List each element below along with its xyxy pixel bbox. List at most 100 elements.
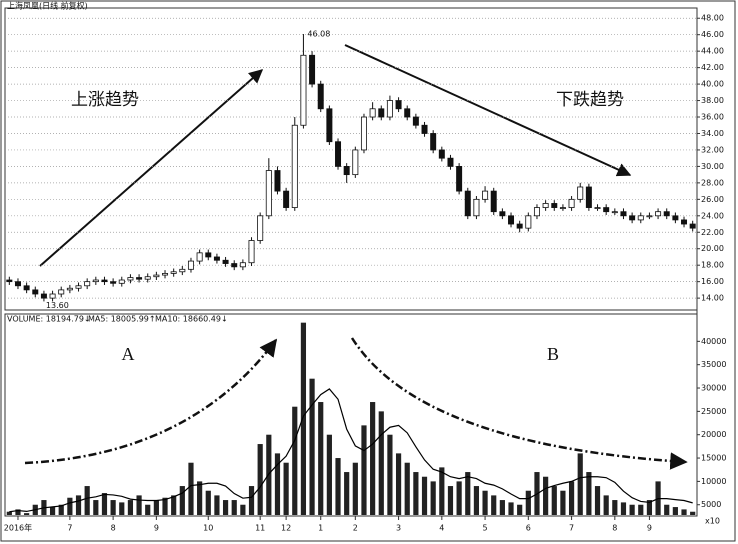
volume-legend: MA5: 18005.99↑ [88, 315, 156, 324]
y-tick-label: 20000 [701, 430, 726, 439]
y-tick-label: 25000 [701, 407, 726, 416]
volume-bar [344, 472, 350, 515]
volume-bar [508, 502, 514, 515]
candle-body [369, 108, 376, 118]
volume-legend: VOLUME: 18194.79↓ [7, 315, 91, 324]
candle-body [326, 108, 333, 143]
volume-bar [257, 444, 263, 515]
y-tick-label: 36.00 [701, 113, 724, 122]
chart-title: 上海凤凰(日线 前复权) [7, 1, 88, 11]
candle-body [118, 279, 125, 284]
candle-body [187, 260, 194, 270]
volume-bar [482, 490, 488, 515]
candle-body [585, 186, 592, 208]
volume-bar [162, 497, 168, 515]
volume-bar [58, 504, 64, 515]
candle-body [464, 190, 471, 217]
candle-body [395, 100, 402, 110]
y-tick-label: 40.00 [701, 80, 724, 89]
volume-bar [612, 500, 618, 515]
y-tick-label: 22.00 [701, 228, 724, 237]
y-tick-label: 15000 [701, 454, 726, 463]
y-tick-label: 14.00 [701, 294, 724, 303]
volume-bar [49, 507, 56, 515]
candle-body [386, 100, 393, 118]
y-tick-label: 30000 [701, 384, 726, 393]
candle-body [49, 293, 56, 299]
candle-body [291, 124, 298, 208]
candle-body [179, 268, 186, 273]
y-tick-label: 30.00 [701, 162, 724, 171]
candle-body [568, 198, 575, 208]
volume-bar [205, 490, 211, 515]
y-tick-label: 26.00 [701, 195, 724, 204]
candle-body [239, 262, 246, 268]
volume-bar [638, 504, 644, 515]
volume-bar [620, 502, 627, 515]
candle-body [516, 223, 523, 229]
candle-body [430, 133, 437, 151]
volume-bar [231, 500, 237, 515]
candle-body [317, 83, 324, 110]
volume-bar [629, 504, 635, 515]
candle-body [58, 289, 65, 295]
candle-body [421, 124, 428, 134]
volume-bar [119, 502, 125, 515]
y-tick-label: 34.00 [701, 129, 724, 138]
candle-body [360, 116, 367, 151]
candle-body [153, 274, 160, 278]
min-label: 13.60 [46, 301, 69, 310]
y-tick-label: 42.00 [701, 63, 724, 72]
candle-body [222, 259, 229, 264]
x-tick-label: 6 [526, 524, 531, 533]
volume-bar [15, 509, 21, 515]
candle-body [274, 170, 281, 192]
volume-bar [222, 500, 229, 515]
candle-body [343, 166, 350, 176]
candle-body [101, 279, 108, 283]
volume-bar [214, 495, 220, 515]
candle-body [447, 157, 454, 167]
y-tick-label: 40000 [701, 337, 726, 346]
volume-bar [101, 493, 108, 515]
candle-body [655, 211, 662, 217]
volume-bar [24, 513, 30, 515]
candle-body [482, 190, 489, 200]
volume-bar [145, 504, 151, 515]
volume-bar [179, 486, 185, 515]
volume-bar [75, 495, 82, 515]
candle-body [66, 287, 73, 291]
volume-bar [370, 402, 376, 515]
volume-bar [283, 462, 289, 515]
volume-bar [551, 486, 557, 515]
x-tick-label: 3 [396, 524, 401, 533]
volume-bar [465, 472, 471, 515]
candle-body [14, 281, 21, 287]
candle-body [127, 277, 134, 281]
max-label: 46.08 [307, 30, 330, 39]
candle-body [196, 252, 203, 262]
x-tick-label: 9 [154, 524, 159, 533]
candle-body [681, 219, 688, 225]
candle-body [637, 215, 644, 221]
candle-body [525, 215, 532, 229]
volume-bar [525, 490, 531, 515]
volume-bar [67, 497, 73, 515]
y-tick-label: 35000 [701, 360, 726, 369]
volume-bar [352, 462, 358, 515]
y-tick-label: 32.00 [701, 145, 724, 154]
y-tick-label: 5000 [701, 500, 721, 509]
volume-bar [136, 495, 142, 515]
candle-body [136, 277, 143, 280]
x-tick-label: 12 [281, 524, 291, 533]
volume-bar [153, 500, 159, 515]
x-tick-label: 4 [439, 524, 444, 533]
volume-bar [127, 500, 134, 515]
candle-body [75, 285, 82, 289]
volume-bar [543, 476, 549, 515]
volume-bar [517, 504, 523, 515]
volume-bar [309, 378, 315, 515]
annotation: 下跌趋势 [556, 90, 624, 110]
candle-body [456, 166, 463, 192]
